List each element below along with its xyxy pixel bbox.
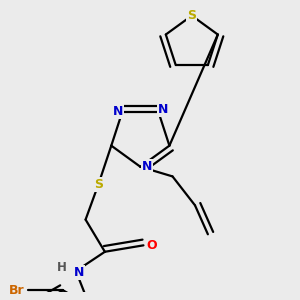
Text: O: O xyxy=(146,239,157,252)
Text: H: H xyxy=(56,261,66,274)
Text: N: N xyxy=(142,160,152,173)
Text: S: S xyxy=(94,178,103,191)
Text: N: N xyxy=(74,266,84,279)
Text: N: N xyxy=(112,105,123,118)
Text: Br: Br xyxy=(9,284,24,297)
Text: S: S xyxy=(187,9,196,22)
Text: N: N xyxy=(158,103,168,116)
